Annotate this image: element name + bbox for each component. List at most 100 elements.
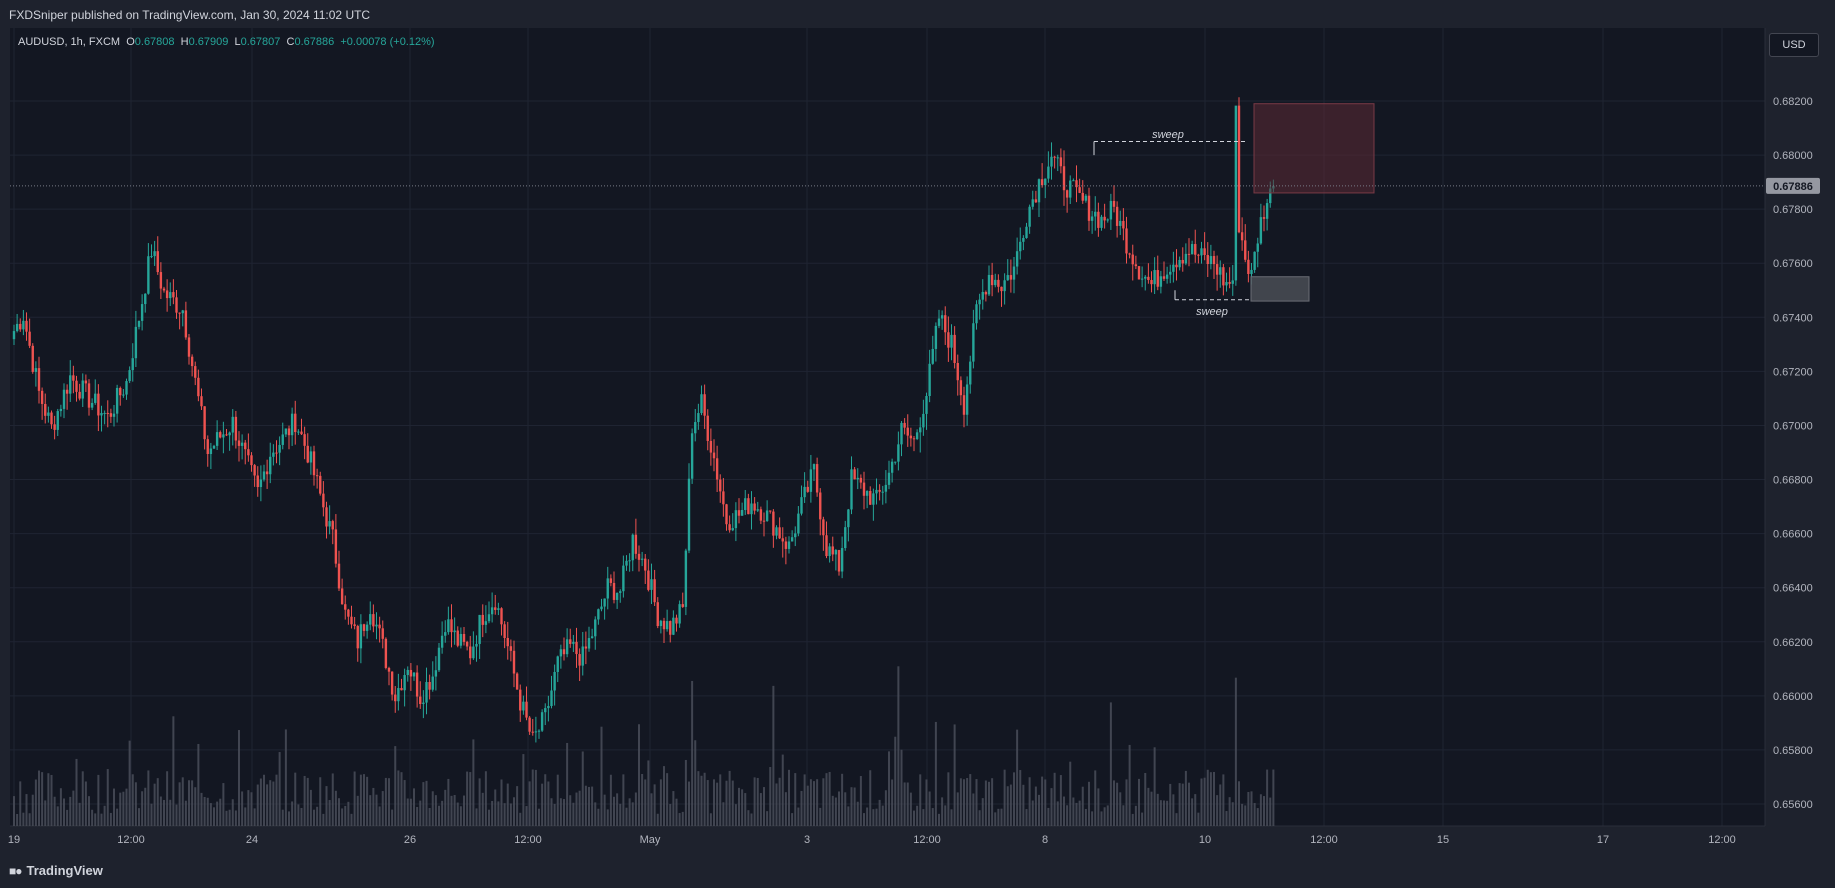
candle-body <box>565 639 569 655</box>
candle-body <box>956 363 959 381</box>
candle-body <box>1228 282 1231 284</box>
legend-high: 0.67909 <box>188 36 229 48</box>
time-tick-label: 10 <box>1199 834 1211 846</box>
volume-bar <box>541 783 544 826</box>
volume-bar <box>256 784 259 826</box>
volume-bar <box>300 807 303 826</box>
candle-body <box>969 361 972 385</box>
volume-bar <box>150 803 153 826</box>
candle-body <box>519 689 522 711</box>
volume-bar <box>472 739 475 826</box>
volume-bar <box>522 754 525 826</box>
volume-bar <box>888 751 890 826</box>
candle-body <box>731 528 734 531</box>
candle-body <box>525 701 528 718</box>
currency-button[interactable]: USD <box>1769 33 1819 57</box>
candle-body <box>87 383 91 408</box>
candle-body <box>781 538 784 542</box>
volume-bar <box>625 807 628 826</box>
volume-bar <box>175 804 178 826</box>
tradingview-logo[interactable]: ■● TradingView <box>9 863 103 878</box>
candle-body <box>287 428 291 436</box>
candle-body <box>1012 266 1016 280</box>
candle-body <box>715 458 719 480</box>
candle-body <box>137 320 141 327</box>
candle-body <box>837 550 841 572</box>
candle-body <box>340 588 344 605</box>
candle-body <box>247 449 250 456</box>
candle-body <box>1256 243 1259 252</box>
volume-bar <box>503 803 506 826</box>
candle-body <box>678 604 681 624</box>
candle-body <box>1150 280 1153 285</box>
volume-bar <box>384 777 387 826</box>
candle-body <box>162 288 166 291</box>
candle-body <box>803 486 806 498</box>
volume-bar <box>441 800 444 826</box>
volume-bar <box>528 781 531 826</box>
volume-bar <box>847 806 850 826</box>
volume-bar <box>350 813 353 826</box>
candle-body <box>831 546 834 555</box>
volume-bar <box>694 740 697 826</box>
candle-body <box>862 482 866 496</box>
volume-bar <box>125 788 128 826</box>
volume-bar <box>319 777 322 826</box>
candle-body <box>12 331 16 340</box>
candle-body <box>450 619 453 633</box>
candle-body <box>325 507 328 527</box>
candle-body <box>819 492 822 520</box>
candle-body <box>684 550 688 607</box>
candle-body <box>815 464 819 493</box>
volume-bar <box>800 790 803 826</box>
volume-bar <box>494 789 497 826</box>
volume-bar <box>247 790 250 826</box>
candle-body <box>350 616 353 625</box>
volume-bar <box>1144 772 1147 826</box>
candle-body <box>497 608 500 610</box>
candle-body <box>544 708 547 713</box>
candle-body <box>65 389 69 394</box>
volume-bar <box>972 793 975 826</box>
candle-body <box>347 609 350 617</box>
time-tick-label: 8 <box>1042 834 1048 846</box>
volume-bar <box>166 771 169 826</box>
footer-bar <box>0 852 1835 888</box>
volume-bar <box>591 786 594 826</box>
legend-symbol[interactable]: AUDUSD, 1h, FXCM <box>18 36 121 48</box>
volume-bar <box>728 770 731 826</box>
candle-body <box>515 673 519 690</box>
candle-body <box>415 672 419 697</box>
candle-body <box>887 472 891 485</box>
candle-body <box>272 452 275 457</box>
candle-body <box>419 696 422 705</box>
chart-pane[interactable] <box>10 28 1765 826</box>
volume-bar <box>400 772 403 826</box>
volume-bar <box>816 779 819 826</box>
volume-bar <box>991 778 994 826</box>
candle-body <box>1244 240 1247 260</box>
volume-bar <box>1091 811 1094 826</box>
volume-bar <box>809 779 812 826</box>
volume-bar <box>1013 772 1015 826</box>
volume-bar <box>147 770 150 826</box>
candle-body <box>840 548 844 572</box>
volume-bar <box>391 809 394 826</box>
candle-body <box>703 394 706 416</box>
candle-body <box>950 334 953 348</box>
volume-bar <box>1078 800 1081 826</box>
legend-low: 0.67807 <box>240 36 281 48</box>
candle-body <box>569 639 572 644</box>
time-tick-label: 12:00 <box>913 834 941 846</box>
volume-bar <box>19 781 22 826</box>
volume-bar <box>63 798 65 826</box>
volume-bar <box>691 680 694 826</box>
time-tick-label: 12:00 <box>117 834 145 846</box>
candle-body <box>856 477 859 480</box>
volume-bar <box>1219 784 1222 826</box>
price-tick-label: 0.66800 <box>1773 475 1813 487</box>
candle-body <box>578 654 581 666</box>
volume-bar <box>538 808 540 826</box>
volume-bar <box>22 812 25 826</box>
